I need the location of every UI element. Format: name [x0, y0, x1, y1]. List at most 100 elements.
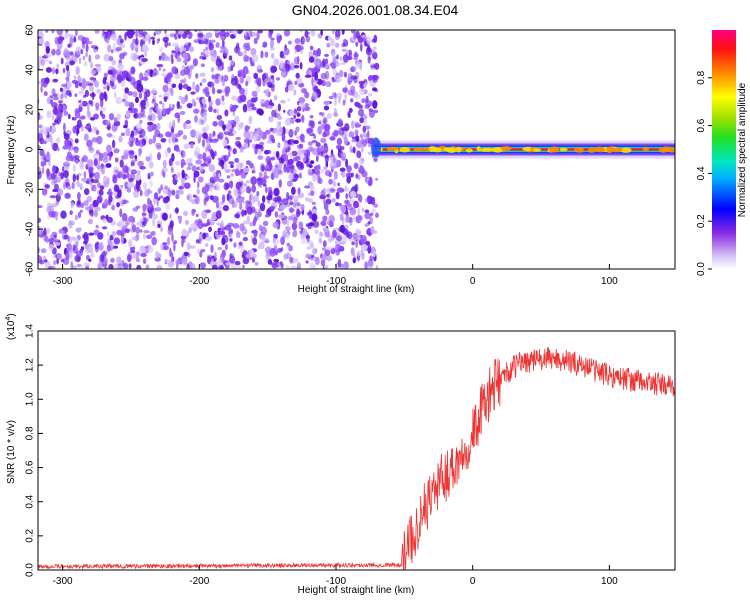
noise-speckle	[317, 164, 321, 173]
noise-speckle	[369, 212, 374, 216]
noise-speckle	[297, 45, 304, 51]
snr-y-multiplier-close: )	[6, 313, 17, 316]
noise-speckle	[128, 238, 133, 248]
noise-speckle	[45, 67, 53, 73]
noise-speckle	[372, 251, 376, 258]
noise-speckle	[82, 55, 86, 61]
noise-speckle	[311, 77, 314, 86]
noise-speckle	[341, 216, 345, 226]
noise-speckle	[157, 220, 163, 225]
noise-speckle	[101, 113, 106, 119]
noise-speckle	[70, 201, 75, 208]
noise-speckle	[368, 178, 372, 186]
noise-speckle	[227, 145, 231, 150]
noise-speckle	[282, 230, 287, 239]
noise-speckle	[328, 178, 333, 185]
noise-speckle	[239, 94, 247, 103]
noise-speckle	[145, 89, 151, 98]
noise-speckle	[230, 106, 237, 112]
x-tick-label: -100	[326, 276, 346, 287]
noise-speckle	[45, 46, 50, 54]
noise-speckle	[148, 107, 153, 115]
noise-speckle	[227, 120, 234, 124]
noise-speckle	[365, 95, 369, 104]
noise-speckle	[176, 57, 182, 63]
noise-speckle	[83, 133, 89, 141]
noise-speckle	[309, 146, 315, 152]
noise-speckle	[135, 30, 138, 39]
noise-speckle	[328, 171, 332, 178]
colorbar-tick-label: 0.2	[696, 214, 707, 228]
noise-speckle	[301, 88, 307, 94]
noise-speckle	[252, 195, 259, 203]
noise-speckle	[146, 234, 153, 239]
noise-speckle	[304, 30, 309, 36]
noise-speckle	[64, 31, 69, 39]
noise-speckle	[143, 230, 150, 234]
noise-speckle	[67, 185, 72, 190]
noise-speckle	[124, 87, 129, 94]
noise-speckle	[267, 133, 271, 142]
noise-speckle	[323, 119, 327, 124]
noise-speckle	[291, 150, 298, 157]
noise-speckle	[368, 243, 371, 249]
noise-speckle	[140, 99, 146, 108]
noise-speckle	[215, 42, 220, 48]
noise-speckle	[244, 125, 249, 133]
noise-speckle	[231, 30, 239, 36]
noise-speckle	[99, 254, 105, 263]
noise-speckle	[262, 41, 268, 48]
noise-speckle	[372, 100, 378, 109]
tone-blob	[491, 147, 504, 153]
noise-speckle	[106, 231, 110, 237]
noise-speckle	[185, 120, 191, 124]
snr-frame	[37, 330, 676, 571]
noise-speckle	[269, 248, 276, 257]
noise-speckle	[280, 99, 286, 104]
noise-speckle	[300, 236, 307, 245]
noise-speckle	[154, 30, 162, 35]
noise-speckle	[224, 109, 229, 117]
noise-speckle	[202, 108, 207, 112]
noise-speckle	[139, 119, 143, 124]
noise-speckle	[186, 242, 191, 251]
noise-speckle	[119, 185, 122, 190]
noise-speckle	[222, 139, 228, 147]
noise-speckle	[234, 45, 241, 54]
noise-speckle	[312, 201, 316, 205]
noise-speckle	[70, 261, 74, 269]
noise-speckle	[108, 264, 114, 269]
noise-speckle	[353, 52, 359, 58]
tone-blob	[476, 146, 481, 152]
noise-speckle	[322, 240, 327, 248]
noise-speckle	[217, 134, 220, 140]
noise-speckle	[55, 48, 61, 56]
noise-speckle	[325, 208, 330, 215]
noise-speckle	[270, 65, 277, 74]
noise-speckle	[208, 81, 215, 88]
x-tick-label: -200	[189, 276, 209, 287]
y-tick-label: 0.0	[25, 563, 36, 577]
noise-speckle	[158, 117, 161, 121]
noise-speckle	[142, 38, 149, 42]
noise-speckle	[214, 30, 220, 34]
spectrogram-y-label: Frequency (Hz)	[6, 116, 17, 185]
noise-speckle	[121, 98, 126, 103]
noise-speckle	[54, 242, 61, 246]
noise-speckle	[135, 96, 139, 104]
noise-speckle	[318, 178, 323, 185]
noise-speckle	[228, 55, 233, 61]
noise-speckle	[139, 229, 143, 233]
noise-speckle	[227, 190, 232, 195]
noise-speckle	[347, 72, 353, 82]
noise-speckle	[116, 229, 123, 236]
noise-speckle	[236, 231, 241, 239]
noise-speckle	[111, 230, 116, 238]
noise-speckle	[103, 198, 109, 206]
noise-speckle	[329, 136, 336, 141]
colorbar-ticks: 0.0 0.2 0.4 0.6 0.8	[696, 70, 712, 276]
noise-speckle	[180, 79, 186, 84]
noise-speckle	[234, 260, 241, 266]
noise-speckle	[60, 210, 67, 219]
noise-speckle	[253, 229, 258, 238]
